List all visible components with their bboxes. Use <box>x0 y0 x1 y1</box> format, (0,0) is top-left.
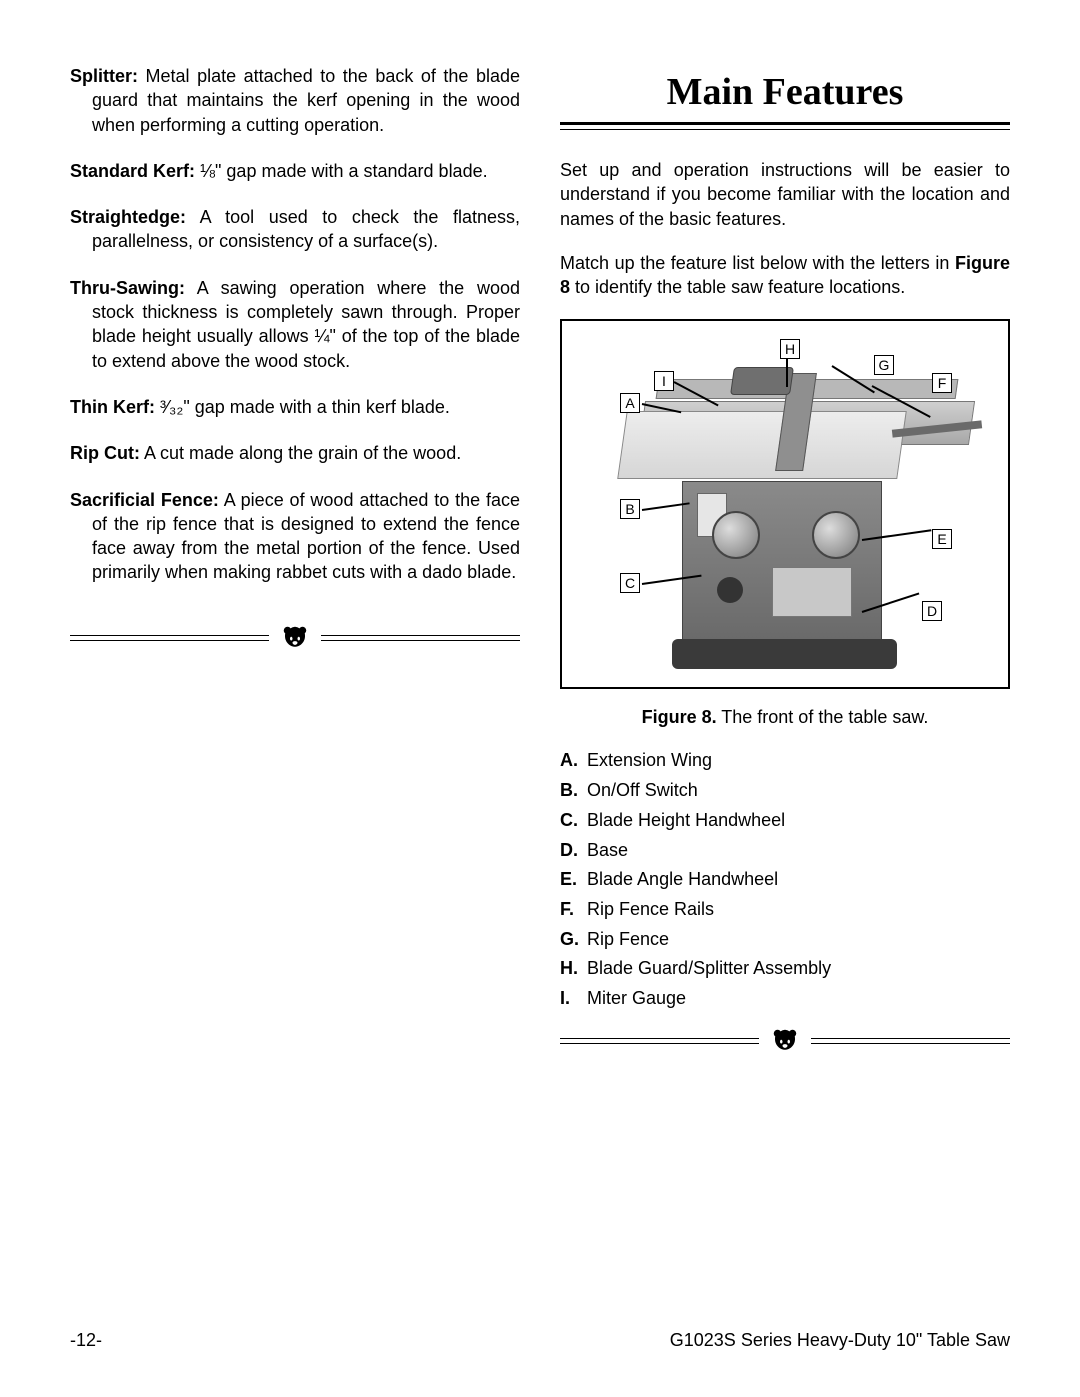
feature-label: On/Off Switch <box>582 780 698 800</box>
feature-label: Rip Fence <box>582 929 669 949</box>
feature-row: F. Rip Fence Rails <box>560 895 1010 925</box>
intro-paragraph-2: Match up the feature list below with the… <box>560 251 1010 300</box>
page-columns: Splitter: Metal plate attached to the ba… <box>70 64 1010 1287</box>
definition-text: ⅛" gap made with a standard blade. <box>195 161 488 181</box>
feature-row: H. Blade Guard/Splitter Assembly <box>560 954 1010 984</box>
callout-label-F: F <box>932 373 952 393</box>
divider-line <box>811 1038 1010 1044</box>
figure-caption: Figure 8. The front of the table saw. <box>560 707 1010 728</box>
callout-label-C: C <box>620 573 640 593</box>
feature-row: G. Rip Fence <box>560 925 1010 955</box>
callout-label-H: H <box>780 339 800 359</box>
bear-emblem-icon <box>767 1023 803 1059</box>
definition-term: Splitter: <box>70 66 138 86</box>
feature-letter: E. <box>560 865 582 895</box>
intro2-post: to identify the table saw feature locati… <box>570 277 905 297</box>
feature-row: E. Blade Angle Handwheel <box>560 865 1010 895</box>
figure-caption-text: The front of the table saw. <box>717 707 929 727</box>
section-divider-right <box>560 1026 1010 1056</box>
feature-label: Miter Gauge <box>582 988 686 1008</box>
left-column: Splitter: Metal plate attached to the ba… <box>70 64 520 1287</box>
definition-term: Straightedge: <box>70 207 186 227</box>
definition-term: Standard Kerf: <box>70 161 195 181</box>
definition-item: Straightedge: A tool used to check the f… <box>70 205 520 254</box>
definition-item: Sacrificial Fence: A piece of wood attac… <box>70 488 520 585</box>
feature-letter: C. <box>560 806 582 836</box>
divider-line <box>70 635 269 641</box>
figure-caption-bold: Figure 8. <box>642 707 717 727</box>
section-divider-left <box>70 623 520 653</box>
intro2-pre: Match up the feature list below with the… <box>560 253 955 273</box>
definitions-list: Splitter: Metal plate attached to the ba… <box>70 64 520 607</box>
figure-8-diagram: AI H G F B C E D <box>560 319 1010 689</box>
feature-letter: G. <box>560 925 582 955</box>
callout-arrow <box>786 359 788 387</box>
feature-row: I. Miter Gauge <box>560 984 1010 1014</box>
feature-label: Base <box>582 840 628 860</box>
feature-list: A. Extension WingB. On/Off SwitchC. Blad… <box>560 746 1010 1013</box>
callout-label-G: G <box>874 355 894 375</box>
callout-label-A: A <box>620 393 640 413</box>
definition-item: Thru-Sawing: A sawing operation where th… <box>70 276 520 373</box>
definition-item: Thin Kerf: ³⁄₃₂" gap made with a thin ke… <box>70 395 520 419</box>
definition-item: Rip Cut: A cut made along the grain of t… <box>70 441 520 465</box>
right-column: Main Features Set up and operation instr… <box>560 64 1010 1287</box>
definition-item: Standard Kerf: ⅛" gap made with a standa… <box>70 159 520 183</box>
callout-label-B: B <box>620 499 640 519</box>
feature-letter: I. <box>560 984 582 1014</box>
definition-term: Thru-Sawing: <box>70 278 185 298</box>
feature-label: Extension Wing <box>582 750 712 770</box>
section-heading: Main Features <box>560 70 1010 114</box>
definition-item: Splitter: Metal plate attached to the ba… <box>70 64 520 137</box>
page-footer: -12- G1023S Series Heavy-Duty 10" Table … <box>70 1330 1010 1351</box>
callout-label-D: D <box>922 601 942 621</box>
saw-table-top <box>617 411 907 479</box>
intro-paragraph-1: Set up and operation instructions will b… <box>560 158 1010 231</box>
callout-label-I: I <box>654 371 674 391</box>
definition-text: Metal plate attached to the back of the … <box>92 66 520 135</box>
feature-letter: H. <box>560 954 582 984</box>
feature-row: A. Extension Wing <box>560 746 1010 776</box>
page-number: -12- <box>70 1330 102 1351</box>
callout-label-E: E <box>932 529 952 549</box>
definition-term: Rip Cut: <box>70 443 140 463</box>
feature-letter: D. <box>560 836 582 866</box>
heading-underline <box>560 122 1010 130</box>
feature-row: C. Blade Height Handwheel <box>560 806 1010 836</box>
bear-emblem-icon <box>277 620 313 656</box>
feature-row: D. Base <box>560 836 1010 866</box>
divider-line <box>321 635 520 641</box>
saw-base <box>672 639 897 669</box>
feature-label: Rip Fence Rails <box>582 899 714 919</box>
saw-label-plate <box>772 567 852 617</box>
feature-label: Blade Angle Handwheel <box>582 869 778 889</box>
feature-letter: B. <box>560 776 582 806</box>
definition-text: A cut made along the grain of the wood. <box>140 443 461 463</box>
feature-label: Blade Height Handwheel <box>582 810 785 830</box>
saw-blade-guard <box>730 367 794 395</box>
definition-text: ³⁄₃₂" gap made with a thin kerf blade. <box>155 397 450 417</box>
footer-product: G1023S Series Heavy-Duty 10" Table Saw <box>670 1330 1010 1351</box>
divider-line <box>560 1038 759 1044</box>
feature-letter: F. <box>560 895 582 925</box>
definition-term: Sacrificial Fence: <box>70 490 219 510</box>
feature-row: B. On/Off Switch <box>560 776 1010 806</box>
feature-letter: A. <box>560 746 582 776</box>
definition-term: Thin Kerf: <box>70 397 155 417</box>
feature-label: Blade Guard/Splitter Assembly <box>582 958 831 978</box>
